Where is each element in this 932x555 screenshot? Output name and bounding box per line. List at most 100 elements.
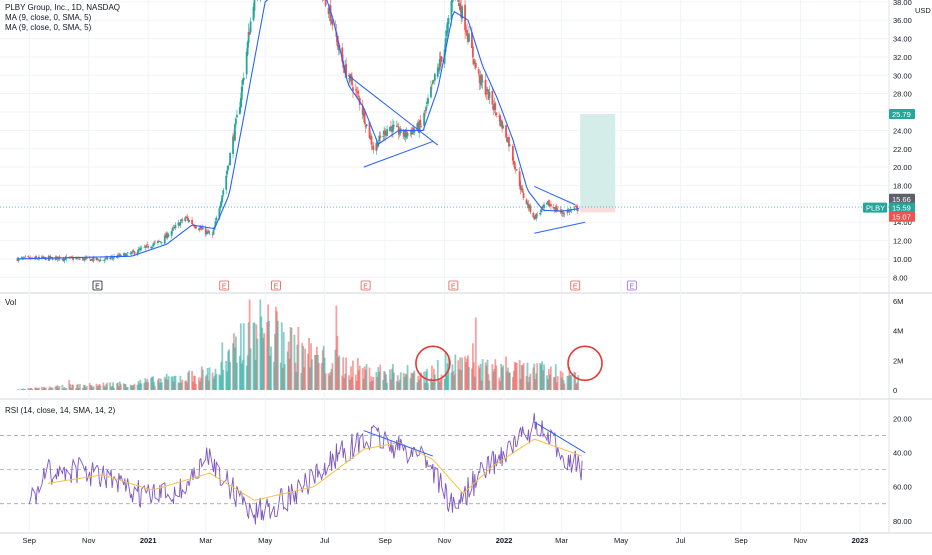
earnings-marker[interactable] xyxy=(570,280,581,291)
candle-body xyxy=(357,95,360,98)
time-tick-label: Nov xyxy=(794,536,808,545)
rsi-trendline[interactable] xyxy=(363,430,434,457)
volume-bar xyxy=(56,385,59,390)
candle-body xyxy=(350,73,352,79)
candle-body xyxy=(548,200,550,207)
candle-body xyxy=(487,89,490,100)
volume-bar xyxy=(452,371,455,390)
volume-bar xyxy=(147,382,150,390)
candle-body xyxy=(404,130,407,138)
moving-average-line[interactable] xyxy=(17,0,580,260)
volume-bar xyxy=(334,349,337,390)
last-price-tag[interactable] xyxy=(889,202,915,213)
volume-bar xyxy=(433,374,436,390)
time-tick-label: May xyxy=(258,536,272,545)
volume-bar xyxy=(494,359,497,390)
volume-bar xyxy=(324,373,327,390)
volume-bar xyxy=(329,371,332,390)
symbol-tag[interactable] xyxy=(863,202,887,213)
earnings-marker[interactable] xyxy=(271,280,281,291)
ma-legend-2[interactable]: MA (9, close, 0, SMA, 5) xyxy=(5,23,92,32)
earnings-marker[interactable] xyxy=(626,280,637,291)
candle-body xyxy=(97,259,100,260)
rsi-line[interactable] xyxy=(28,412,583,525)
candle-body xyxy=(166,234,169,238)
highlight-circle[interactable] xyxy=(567,345,603,382)
time-tick-label: May xyxy=(614,536,628,545)
position-target-zone[interactable] xyxy=(580,113,616,208)
volume-bar xyxy=(355,380,358,390)
volume-bar xyxy=(293,334,296,390)
volume-bar xyxy=(302,346,305,390)
price-tick-label: 8.00 xyxy=(893,273,908,282)
target-price-tag[interactable] xyxy=(889,108,915,119)
volume-bar xyxy=(458,369,461,390)
trendline[interactable] xyxy=(363,140,434,168)
candle-body xyxy=(446,22,449,33)
earnings-marker[interactable] xyxy=(360,280,371,291)
rsi-ma-line[interactable] xyxy=(47,438,583,501)
candle-body xyxy=(91,258,94,261)
trendline[interactable] xyxy=(347,74,439,146)
volume-bar xyxy=(409,378,412,390)
volume-bar xyxy=(255,324,258,390)
candle-body xyxy=(81,258,84,260)
volume-bar xyxy=(509,372,511,390)
volume-bar xyxy=(477,365,480,390)
volume-bar xyxy=(457,360,460,390)
ma-legend-1[interactable]: MA (9, close, 0, SMA, 5) xyxy=(5,13,92,22)
candle-body xyxy=(438,58,441,71)
candle-body xyxy=(150,246,153,249)
volume-bar xyxy=(356,357,359,390)
volume-bar xyxy=(507,367,509,390)
candle-body xyxy=(473,61,476,63)
volume-bar xyxy=(273,361,275,390)
position-stop-zone[interactable] xyxy=(580,207,616,213)
candle-body xyxy=(90,258,93,261)
highlight-circle[interactable] xyxy=(415,345,451,382)
volume-bar xyxy=(519,378,522,390)
level-price-tag[interactable] xyxy=(889,193,915,204)
candle-body xyxy=(379,135,382,138)
rsi-trendline[interactable] xyxy=(534,421,586,454)
volume-bar xyxy=(416,382,419,390)
volume-tick-label: 4M xyxy=(893,327,903,336)
volume-bar xyxy=(106,382,109,390)
trendline[interactable] xyxy=(534,221,586,234)
volume-bar xyxy=(570,375,573,390)
volume-bar xyxy=(403,376,406,390)
volume-bar xyxy=(364,369,367,390)
price-tick-label: 12.00 xyxy=(893,237,912,246)
volume-bar xyxy=(198,381,201,390)
volume-bar xyxy=(104,387,107,390)
candle-body xyxy=(351,76,353,85)
volume-bar xyxy=(256,338,259,390)
volume-bar xyxy=(113,387,115,390)
candle-body xyxy=(55,256,58,258)
volume-bar xyxy=(396,375,399,390)
earnings-marker[interactable] xyxy=(448,280,459,291)
volume-bar xyxy=(445,374,448,390)
earnings-marker[interactable] xyxy=(219,280,230,291)
candle-body xyxy=(160,242,163,244)
trendline[interactable] xyxy=(534,185,576,206)
rsi-legend[interactable]: RSI (14, close, 14, SMA, 14, 2) xyxy=(5,406,116,415)
candle-body xyxy=(568,209,571,213)
volume-legend[interactable]: Vol xyxy=(5,298,17,307)
candle-body xyxy=(467,35,469,43)
candle-body xyxy=(199,226,202,230)
candle-body xyxy=(464,4,466,31)
volume-bar xyxy=(188,370,191,390)
earnings-marker[interactable] xyxy=(92,280,103,291)
volume-bar xyxy=(314,354,316,390)
time-tick-label: Jul xyxy=(320,536,330,545)
candle-body xyxy=(212,229,215,235)
symbol-title[interactable]: PLBY Group, Inc., 1D, NASDAQ xyxy=(5,3,121,12)
candle-body xyxy=(372,145,375,150)
volume-bar xyxy=(172,381,175,390)
volume-bar xyxy=(370,376,373,390)
volume-bar xyxy=(204,376,207,390)
stop-price-tag[interactable] xyxy=(889,211,915,222)
candle-body xyxy=(341,47,344,62)
